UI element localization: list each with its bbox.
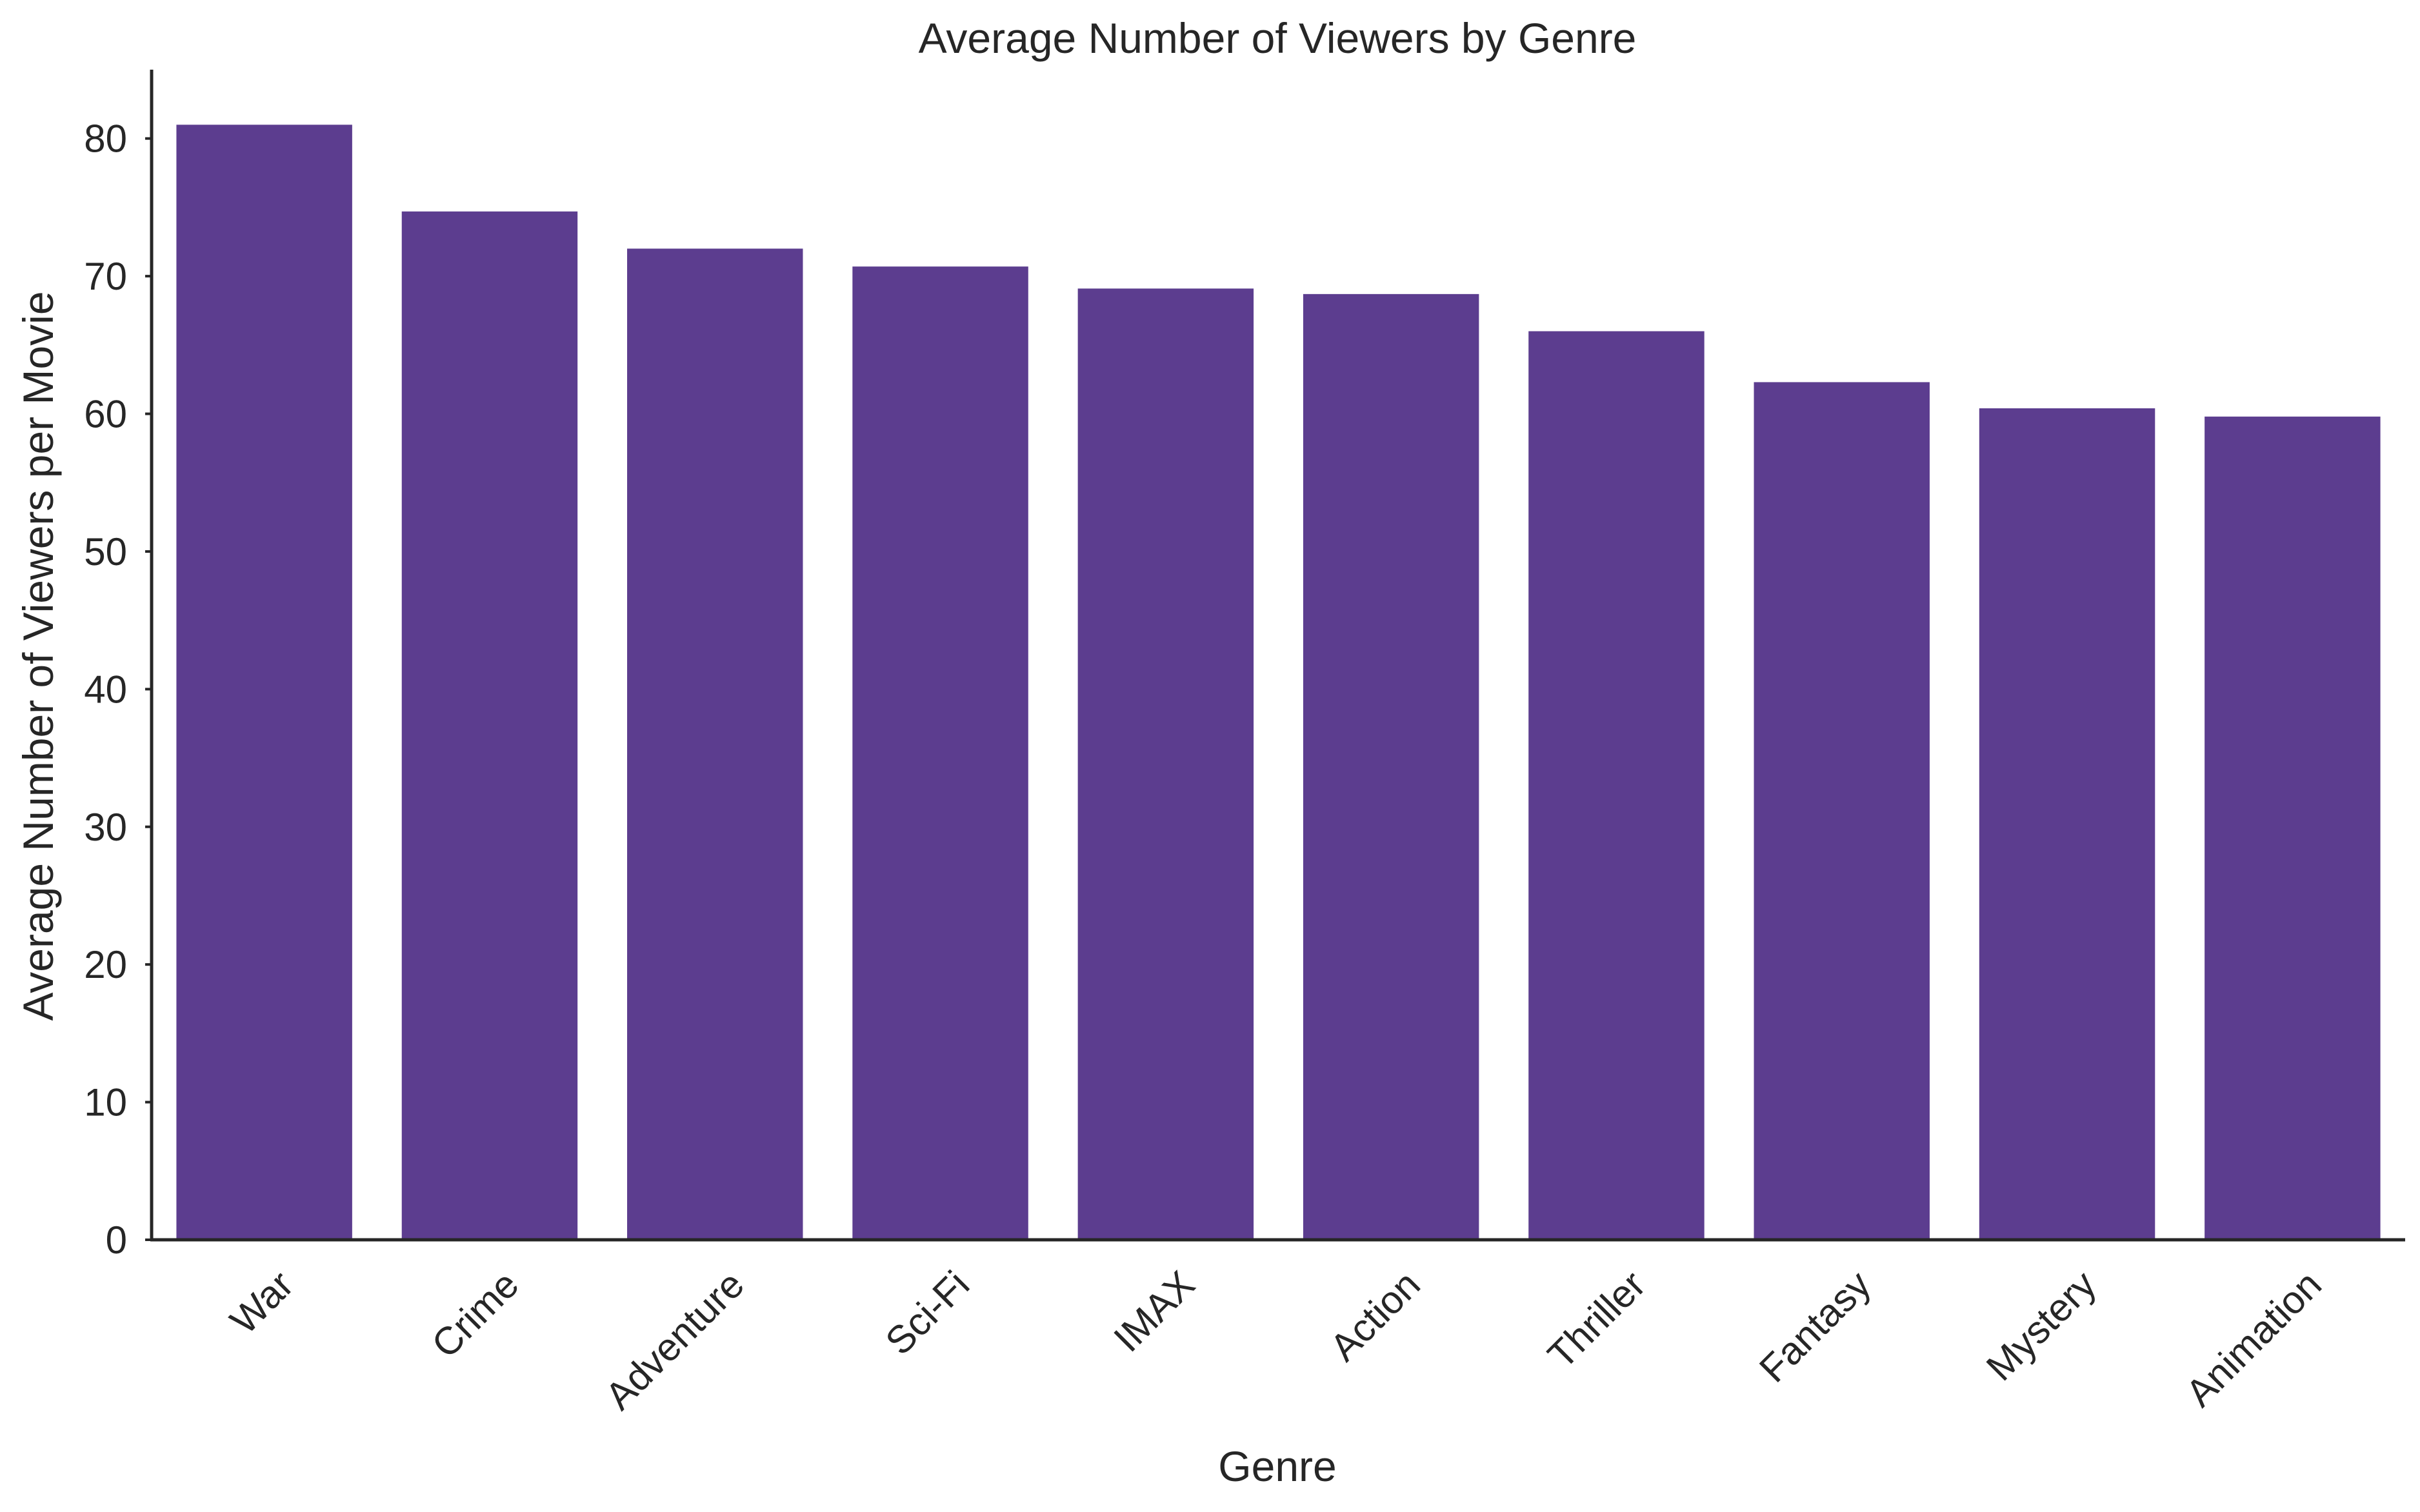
x-tick-label: Thriller (1539, 1262, 1654, 1377)
x-tick-label: Adventure (597, 1262, 752, 1418)
bar-mystery (1979, 408, 2155, 1240)
y-tick-label: 30 (84, 806, 127, 849)
bar-fantasy (1754, 382, 1930, 1240)
bar-crime (401, 211, 578, 1240)
x-axis-label: Genre (1218, 1442, 1336, 1490)
y-tick-group: 0 10 20 30 40 50 60 70 80 (84, 117, 152, 1262)
y-tick-label: 0 (106, 1219, 127, 1262)
bar-war (176, 124, 352, 1240)
y-tick-label: 10 (84, 1081, 127, 1124)
x-tick-group: War Crime Adventure Sci-Fi IMAX Action Thrille… (222, 1262, 2330, 1418)
y-axis-label: Average Number of Viewers per Movie (14, 291, 62, 1020)
y-tick-label: 50 (84, 530, 127, 573)
x-tick-label: Action (1322, 1262, 1428, 1369)
chart-title: Average Number of Viewers by Genre (919, 14, 1637, 62)
x-tick-label: War (222, 1262, 302, 1342)
x-tick-label: Sci-Fi (877, 1262, 978, 1363)
y-tick-label: 60 (84, 393, 127, 436)
y-tick-label: 70 (84, 255, 127, 298)
bar-thriller (1528, 331, 1705, 1240)
bar-imax (1077, 288, 1254, 1240)
bar-animation (2205, 416, 2381, 1240)
y-tick-label: 20 (84, 943, 127, 986)
bar-sci-fi (852, 266, 1028, 1240)
bar-action (1303, 293, 1479, 1240)
x-tick-label: Fantasy (1751, 1262, 1879, 1390)
y-tick-label: 80 (84, 117, 127, 161)
y-tick-label: 40 (84, 668, 127, 711)
x-tick-label: IMAX (1105, 1262, 1203, 1360)
bar-adventure (627, 248, 803, 1240)
x-tick-label: Crime (423, 1262, 527, 1366)
x-tick-label: Animation (2177, 1262, 2330, 1415)
x-tick-label: Mystery (1978, 1262, 2105, 1389)
bar-group (176, 124, 2381, 1240)
